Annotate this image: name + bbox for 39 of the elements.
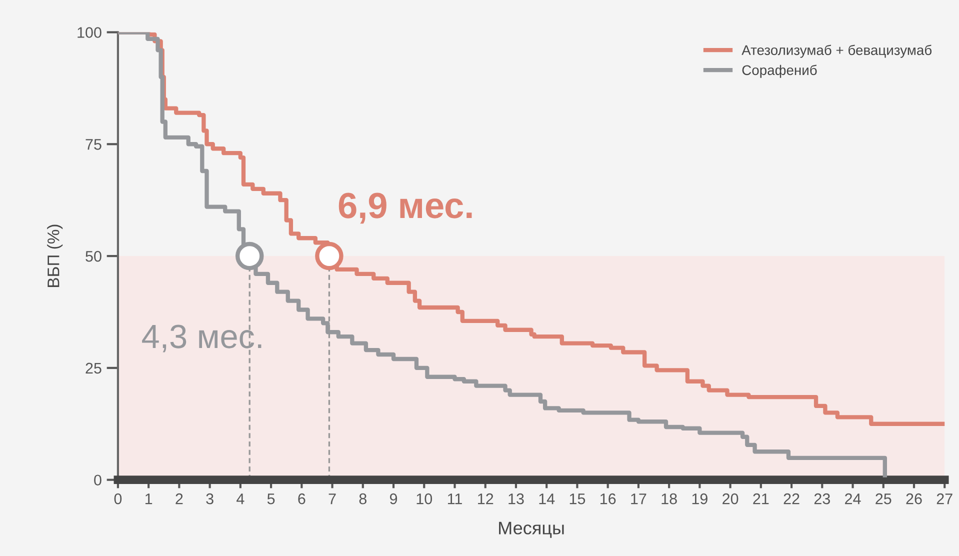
y-tick-label: 25 xyxy=(86,362,102,374)
y-tick-label: 0 xyxy=(94,474,102,486)
x-tick-label: 22 xyxy=(784,493,800,504)
x-tick-label: 23 xyxy=(814,493,830,504)
y-tick-label: 75 xyxy=(86,139,102,150)
y-axis-title: ВБП (%) xyxy=(47,224,63,287)
x-tick-label: 25 xyxy=(876,493,892,504)
x-tick-label: 21 xyxy=(753,493,769,504)
x-tick-label: 2 xyxy=(176,493,183,504)
annotation: 4,3 мес. xyxy=(142,324,262,352)
x-tick-label: 11 xyxy=(448,494,462,504)
x-tick-label: 17 xyxy=(631,494,646,504)
x-tick-label: 15 xyxy=(570,494,586,504)
x-tick-label: 18 xyxy=(662,493,677,504)
x-tick-label: 19 xyxy=(692,493,708,504)
x-axis-title: Месяцы xyxy=(499,522,564,538)
x-tick-label: 7 xyxy=(328,494,336,504)
x-tick-label: 6 xyxy=(298,493,306,504)
x-tick-label: 20 xyxy=(722,493,738,504)
x-tick-label: 5 xyxy=(267,494,275,504)
x-tick-label: 4 xyxy=(236,494,244,504)
x-tick-label: 3 xyxy=(206,493,214,504)
x-tick-label: 14 xyxy=(539,494,555,504)
annotation: 6,9 мес. xyxy=(338,192,472,224)
legend-label: Атезолизумаб + бевацизумаб xyxy=(742,44,932,58)
x-tick-label: 24 xyxy=(845,493,861,504)
x-tick-label: 12 xyxy=(478,493,494,504)
x-tick-label: 13 xyxy=(508,493,524,504)
y-tick-label: 100 xyxy=(78,27,102,38)
x-tick-label: 27 xyxy=(936,493,952,504)
x-tick-label: 26 xyxy=(906,493,922,504)
x-tick-label: 9 xyxy=(390,493,398,504)
legend-label: Сорафениб xyxy=(742,64,817,78)
x-tick-label: 16 xyxy=(600,493,616,504)
y-tick-label: 50 xyxy=(86,250,102,262)
x-tick-label: 8 xyxy=(359,493,366,504)
x-tick-label: 10 xyxy=(416,493,432,504)
x-tick-label: 0 xyxy=(114,493,122,504)
x-tick-label: 1 xyxy=(145,494,152,504)
